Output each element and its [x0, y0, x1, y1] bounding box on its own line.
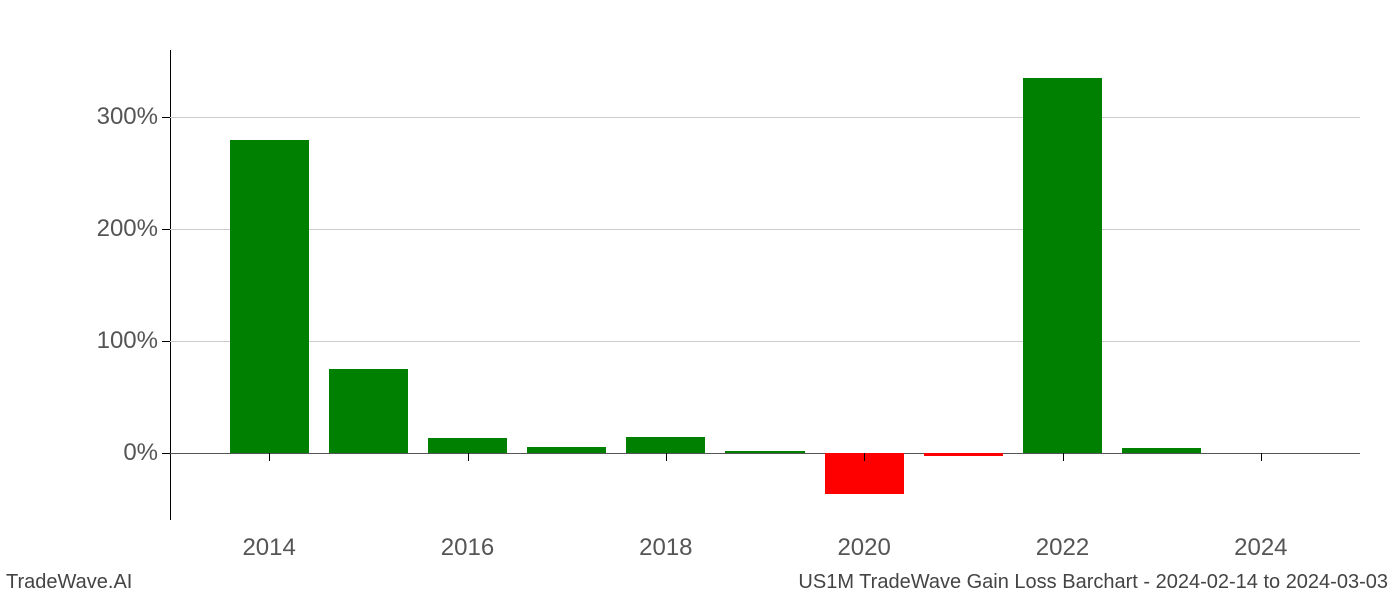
x-tick-mark: [666, 453, 667, 461]
chart-plot-area: 0%100%200%300% 201420162018202020222024: [170, 50, 1360, 520]
x-tick-label: 2016: [441, 534, 494, 562]
gridline: [170, 229, 1360, 230]
x-tick-mark: [1063, 453, 1064, 461]
bar: [1122, 448, 1201, 452]
bar: [924, 453, 1003, 456]
y-tick-label: 300%: [97, 103, 158, 131]
x-tick-mark: [864, 453, 865, 461]
x-tick-label: 2018: [639, 534, 692, 562]
bar: [230, 140, 309, 453]
gridline: [170, 117, 1360, 118]
y-tick-mark: [162, 341, 170, 342]
footer-left-text: TradeWave.AI: [6, 571, 132, 594]
y-tick-mark: [162, 229, 170, 230]
x-tick-label: 2022: [1036, 534, 1089, 562]
y-axis: [170, 50, 171, 520]
y-tick-mark: [162, 117, 170, 118]
bar: [428, 438, 507, 453]
bar: [329, 369, 408, 453]
y-tick-label: 100%: [97, 327, 158, 355]
bar: [626, 437, 705, 453]
x-tick-mark: [468, 453, 469, 461]
y-tick-label: 200%: [97, 215, 158, 243]
gridline: [170, 341, 1360, 342]
bar: [725, 451, 804, 453]
bar: [527, 447, 606, 453]
x-tick-label: 2020: [837, 534, 890, 562]
bar: [1023, 78, 1102, 453]
zero-line: [170, 453, 1360, 454]
x-tick-mark: [269, 453, 270, 461]
x-tick-label: 2014: [242, 534, 295, 562]
x-tick-mark: [1261, 453, 1262, 461]
y-tick-mark: [162, 453, 170, 454]
y-tick-label: 0%: [123, 439, 158, 467]
footer-right-text: US1M TradeWave Gain Loss Barchart - 2024…: [798, 571, 1388, 594]
x-tick-label: 2024: [1234, 534, 1287, 562]
